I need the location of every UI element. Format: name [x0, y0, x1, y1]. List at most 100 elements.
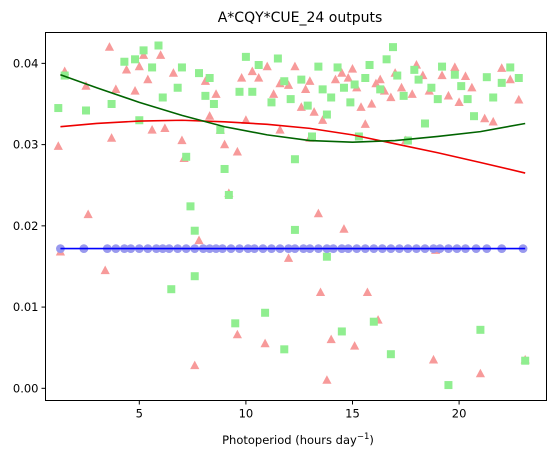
triangle-point: [480, 113, 490, 123]
triangle-point: [237, 72, 247, 82]
square-point: [54, 104, 63, 113]
triangle-point: [283, 80, 294, 89]
triangle-point: [254, 72, 264, 82]
square-point: [393, 71, 402, 80]
triangle-point: [514, 94, 524, 104]
square-point: [433, 95, 442, 104]
square-point: [290, 225, 299, 234]
square-point: [286, 95, 295, 104]
square-point: [267, 98, 276, 107]
square-point: [280, 345, 289, 354]
square-point: [139, 46, 148, 55]
triangle-point: [111, 84, 121, 93]
square-point: [337, 327, 346, 336]
square-point: [482, 73, 491, 82]
triangle-point: [194, 235, 204, 245]
triangle-point: [275, 124, 285, 134]
triangle-point: [262, 61, 272, 71]
triangle-point: [283, 253, 294, 262]
square-point: [167, 285, 176, 294]
square-point: [120, 57, 129, 66]
square-point: [399, 91, 408, 100]
triangle-point: [241, 115, 251, 124]
triangle-point: [200, 76, 210, 85]
triangle-point: [156, 50, 166, 59]
triangle-point: [83, 209, 93, 219]
square-point: [135, 116, 144, 125]
triangle-point: [81, 81, 91, 90]
triangle-point: [313, 208, 323, 218]
triangle-point: [396, 82, 407, 92]
triangle-point: [134, 61, 144, 71]
triangle-point: [467, 82, 477, 92]
square-point: [220, 164, 229, 173]
triangle-point: [356, 102, 366, 111]
square-point: [182, 152, 191, 161]
triangle-point: [205, 111, 215, 120]
x-axis-label-main: Photoperiod (hours day: [222, 433, 357, 447]
square-point: [333, 63, 342, 72]
x-axis: 5 10 15 20: [136, 400, 467, 421]
y-axis: 0.00 0.01 0.02 0.03 0.04: [13, 56, 46, 395]
square-point: [346, 98, 355, 107]
triangle-point: [443, 90, 454, 100]
triangle-point: [232, 329, 242, 339]
x-tick-label: 20: [452, 407, 467, 421]
square-point: [322, 252, 331, 261]
red-line-trend: [60, 119, 526, 174]
triangle-point: [497, 63, 507, 72]
triangle-point: [168, 68, 179, 77]
triangle-point: [260, 338, 270, 348]
square-point: [427, 83, 436, 92]
triangle-point: [343, 72, 353, 82]
triangle-point: [219, 139, 230, 149]
square-point: [216, 125, 225, 134]
triangle-point: [360, 119, 370, 128]
square-point: [506, 63, 515, 72]
plot-marks: [53, 41, 530, 390]
triangle-point: [247, 66, 257, 76]
square-point: [410, 65, 419, 74]
square-point: [209, 99, 218, 108]
triangle-point: [454, 97, 464, 106]
x-axis-label-sup: −1: [357, 432, 370, 442]
square-point: [314, 62, 323, 71]
square-point: [497, 78, 506, 87]
square-point: [361, 73, 370, 82]
square-point: [476, 325, 485, 334]
x-tick-label: 5: [136, 407, 143, 421]
square-point: [148, 63, 157, 72]
square-point: [382, 55, 391, 64]
triangle-point: [347, 64, 358, 73]
triangle-point: [211, 89, 221, 98]
triangle-point: [337, 68, 347, 77]
x-tick-label: 10: [239, 407, 254, 421]
square-point: [403, 136, 412, 145]
square-point: [489, 93, 498, 102]
square-point: [154, 41, 163, 50]
triangle-point: [460, 71, 471, 80]
square-point: [318, 85, 327, 94]
triangle-point: [160, 123, 170, 132]
y-tick-label: 0.01: [13, 300, 39, 314]
square-point: [177, 63, 186, 72]
square-point: [82, 106, 91, 115]
square-point: [514, 73, 523, 82]
triangle-point: [106, 133, 117, 142]
square-point: [173, 83, 182, 92]
square-point: [521, 356, 530, 365]
triangle-point: [318, 115, 328, 124]
triangle-point: [450, 62, 460, 72]
triangle-point: [269, 89, 279, 98]
triangle-point: [296, 102, 306, 111]
y-tick-label: 0.03: [13, 138, 39, 152]
triangle-point: [339, 224, 349, 233]
square-point: [241, 52, 250, 61]
square-point: [457, 82, 466, 91]
x-tick-label: 15: [345, 407, 360, 421]
square-point: [158, 93, 167, 102]
square-point: [297, 75, 306, 84]
square-point: [322, 110, 331, 119]
triangle-point: [53, 141, 63, 150]
square-point: [369, 317, 378, 326]
